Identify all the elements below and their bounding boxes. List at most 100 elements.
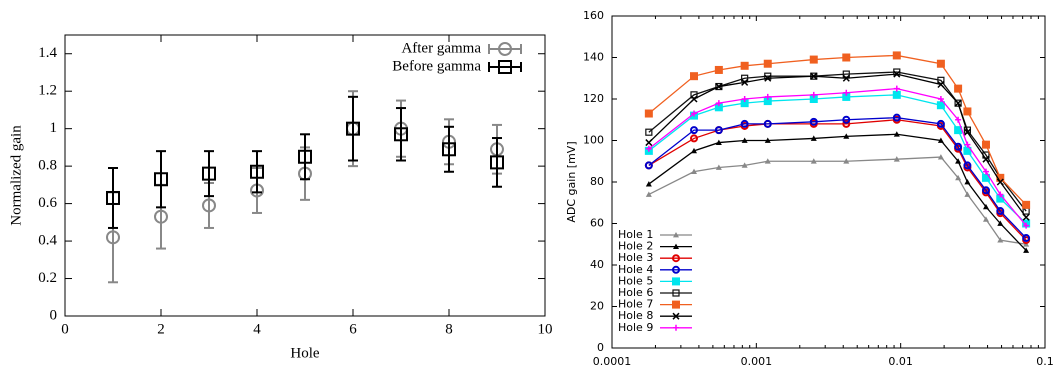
marker — [843, 158, 850, 164]
marker — [715, 100, 722, 107]
marker — [645, 139, 653, 147]
x-tick-label: 0.01 — [888, 355, 913, 365]
marker — [892, 90, 901, 99]
marker — [644, 109, 653, 118]
series-line — [648, 133, 1027, 251]
marker — [763, 119, 772, 128]
marker — [672, 300, 680, 309]
series-line — [648, 73, 1027, 218]
marker — [1023, 247, 1030, 253]
marker — [644, 161, 653, 170]
marker — [936, 119, 945, 128]
marker — [981, 140, 990, 149]
marker — [955, 158, 962, 164]
plot-frame — [64, 34, 546, 317]
x-tick-label: 4 — [253, 321, 261, 337]
y-tick-label: 80 — [590, 175, 604, 188]
y-tick-label: 1.2 — [38, 83, 57, 99]
legend-label: Hole 9 — [618, 321, 653, 334]
marker — [1023, 222, 1030, 229]
marker — [154, 172, 168, 187]
marker — [843, 89, 850, 96]
marker — [842, 53, 851, 62]
x-axis-label: Hole — [290, 345, 320, 361]
marker — [842, 74, 850, 82]
marker — [645, 181, 652, 187]
marker — [740, 61, 749, 70]
marker — [672, 265, 680, 274]
marker — [764, 158, 771, 164]
marker — [690, 95, 698, 103]
marker — [691, 168, 698, 175]
marker — [672, 277, 680, 286]
marker — [810, 158, 817, 164]
marker — [937, 96, 944, 102]
marker — [106, 230, 120, 245]
marker — [498, 42, 512, 56]
marker — [982, 155, 990, 163]
marker — [954, 99, 962, 107]
marker — [490, 155, 504, 170]
marker — [936, 101, 945, 110]
marker — [893, 85, 900, 92]
marker — [346, 121, 360, 136]
marker — [810, 135, 817, 141]
marker — [810, 72, 818, 80]
marker — [996, 178, 1004, 186]
y-tick-label: 0.6 — [38, 195, 57, 211]
marker — [937, 154, 944, 160]
marker — [202, 166, 216, 181]
y-tick-label: 20 — [590, 300, 604, 313]
marker — [997, 220, 1004, 226]
marker — [997, 191, 1004, 198]
marker — [715, 164, 722, 170]
marker — [955, 174, 962, 181]
x-tick-label: 6 — [349, 321, 357, 337]
marker — [842, 115, 851, 124]
marker — [106, 190, 120, 205]
marker — [672, 289, 680, 297]
marker — [741, 162, 748, 168]
marker — [691, 147, 698, 154]
marker — [690, 134, 699, 143]
marker — [154, 209, 168, 224]
marker — [763, 59, 772, 68]
y-tick-label: 60 — [590, 217, 604, 230]
marker — [954, 84, 963, 93]
marker — [442, 142, 456, 157]
legend-label: Hole 7 — [618, 298, 653, 311]
marker — [843, 133, 850, 139]
x-tick-label: 0.0001 — [593, 355, 632, 365]
marker — [741, 74, 749, 82]
marker — [809, 55, 818, 64]
series-line — [648, 117, 1027, 239]
legend-label: Hole 2 — [618, 240, 653, 253]
marker — [809, 117, 818, 126]
marker — [740, 119, 749, 128]
marker — [741, 78, 749, 86]
marker — [715, 83, 723, 91]
marker — [892, 51, 901, 60]
marker — [715, 139, 722, 145]
legend-label: Hole 4 — [618, 263, 653, 276]
marker — [714, 65, 723, 74]
marker — [764, 74, 772, 82]
marker — [964, 141, 971, 148]
marker — [1022, 213, 1030, 221]
marker — [937, 76, 945, 84]
marker — [997, 237, 1004, 243]
y-tick-label: 0.8 — [38, 158, 57, 174]
series-line — [648, 54, 1027, 206]
y-tick-label: 0 — [50, 307, 58, 323]
y-tick-label: 0 — [597, 341, 604, 354]
marker — [673, 324, 679, 331]
marker — [954, 142, 963, 151]
marker — [954, 99, 962, 107]
legend-label: Hole 6 — [618, 286, 653, 299]
marker — [714, 126, 723, 135]
y-tick-label: 120 — [583, 92, 604, 105]
marker — [981, 173, 990, 182]
marker — [936, 59, 945, 68]
marker — [964, 179, 971, 185]
